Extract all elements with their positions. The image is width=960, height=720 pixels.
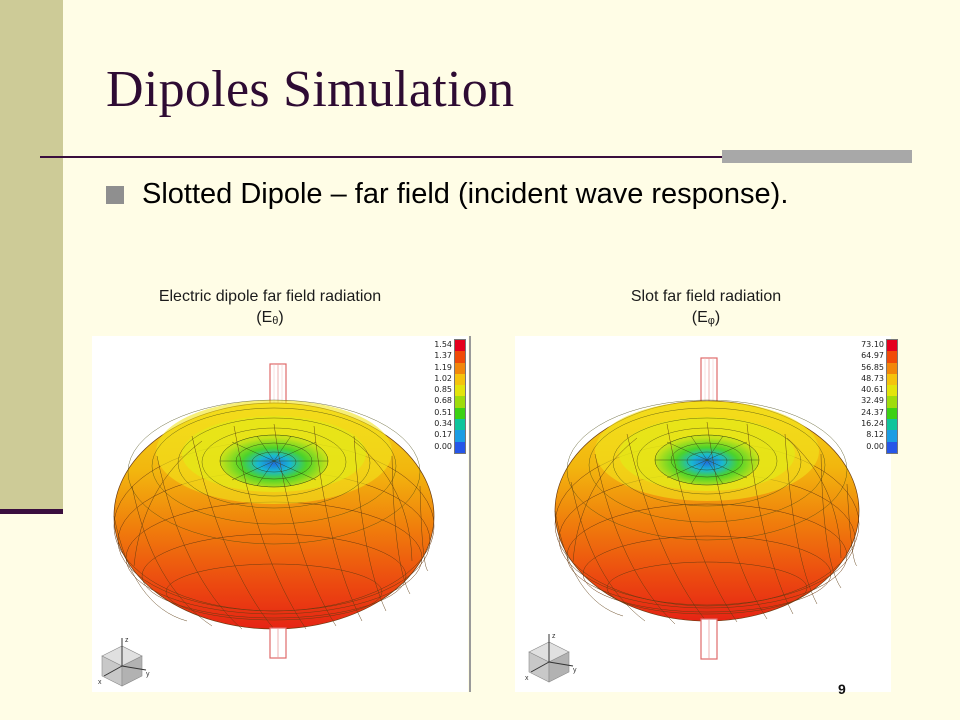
left-caption-title: Electric dipole far field radiation — [158, 288, 382, 305]
title-divider — [40, 156, 912, 158]
slide-title: Dipoles Simulation — [106, 61, 515, 118]
legend-swatch — [455, 351, 465, 363]
legend-value: 0.00 — [434, 441, 452, 451]
bullet-square-icon — [106, 185, 124, 204]
side-accent-bar — [0, 0, 63, 510]
legend-swatch — [887, 407, 897, 420]
legend-value: 64.97 — [861, 351, 884, 361]
legend-value: 1.54 — [434, 340, 452, 349]
legend-value: 0.17 — [434, 430, 452, 440]
right-caption-field: (Eφ) — [536, 307, 876, 332]
legend-value: 0.85 — [434, 385, 452, 395]
legend-swatch — [887, 441, 897, 453]
legend-value: 1.02 — [434, 373, 452, 383]
legend-swatch — [455, 385, 465, 397]
legend-swatch — [455, 396, 465, 408]
left-axis-y: y — [146, 671, 150, 678]
left-caption-field: (Eθ) — [100, 307, 440, 332]
bullet-item: Slotted Dipole – far field (incident wav… — [106, 178, 788, 211]
right-legend-swatches — [886, 339, 898, 454]
left-legend-swatches — [454, 339, 466, 454]
right-color-legend: 73.10 64.97 56.85 48.73 40.61 32.49 24.3… — [858, 339, 898, 454]
right-axis-cube: z y x — [525, 633, 577, 683]
left-caption: Electric dipole far field radiation (Eθ) — [100, 286, 440, 332]
left-simulation-panel: z y x — [92, 336, 468, 692]
left-axis-z: z — [125, 637, 129, 644]
legend-swatch — [455, 441, 465, 453]
legend-value: 0.51 — [434, 407, 452, 417]
legend-swatch — [455, 362, 465, 374]
right-caption-close: ) — [714, 309, 721, 326]
title-accent-bar — [722, 150, 912, 163]
legend-value: 1.37 — [434, 351, 452, 361]
left-caption-symbol: (E — [256, 309, 273, 326]
legend-swatch — [887, 340, 897, 352]
side-accent-line — [0, 509, 63, 514]
left-axis-x: x — [98, 679, 102, 686]
legend-swatch — [455, 419, 465, 431]
legend-swatch — [887, 385, 897, 397]
legend-swatch — [887, 351, 897, 363]
legend-value: 16.24 — [861, 419, 884, 429]
right-caption-subscript: φ — [707, 315, 715, 327]
legend-value: 8.12 — [866, 430, 884, 440]
right-axis-x: x — [525, 675, 529, 682]
legend-value: 0.68 — [434, 396, 452, 406]
legend-value: 0.34 — [434, 419, 452, 429]
right-simulation-panel: z y x — [515, 336, 891, 692]
right-legend-labels: 73.10 64.97 56.85 48.73 40.61 32.49 24.3… — [858, 339, 884, 454]
panel-divider — [469, 336, 471, 692]
legend-value: 32.49 — [861, 396, 884, 406]
legend-swatch — [455, 340, 465, 352]
left-torus — [113, 399, 435, 630]
left-axis-cube: z y x — [98, 637, 150, 687]
right-axis-y: y — [573, 667, 577, 674]
legend-swatch — [455, 407, 465, 420]
right-radiation-pattern: z y x — [525, 357, 860, 683]
legend-swatch — [887, 430, 897, 442]
legend-value: 73.10 — [861, 340, 884, 349]
right-caption-symbol: (E — [691, 309, 708, 326]
legend-value: 24.37 — [861, 407, 884, 417]
legend-swatch — [887, 373, 897, 386]
page-number: 9 — [838, 681, 846, 697]
left-legend-labels: 1.54 1.37 1.19 1.02 0.85 0.68 0.51 0.34 … — [426, 339, 452, 454]
left-radiation-pattern: z y x — [98, 363, 435, 687]
legend-swatch — [887, 419, 897, 431]
legend-value: 48.73 — [861, 373, 884, 383]
left-color-legend: 1.54 1.37 1.19 1.02 0.85 0.68 0.51 0.34 … — [426, 339, 466, 454]
right-dipole-rod-bottom — [700, 618, 718, 660]
bullet-text: Slotted Dipole – far field (incident wav… — [142, 178, 789, 210]
left-caption-close: ) — [278, 309, 284, 326]
legend-value: 56.85 — [861, 362, 884, 372]
right-caption-title: Slot far field radiation — [630, 288, 782, 305]
legend-value: 40.61 — [861, 385, 884, 395]
legend-value: 0.00 — [866, 441, 884, 451]
right-caption: Slot far field radiation (Eφ) — [536, 286, 876, 332]
legend-swatch — [455, 373, 465, 386]
legend-swatch — [887, 362, 897, 374]
legend-swatch — [455, 430, 465, 442]
right-torus — [554, 399, 860, 625]
left-caption-subscript: θ — [272, 315, 279, 327]
right-axis-z: z — [552, 633, 556, 640]
legend-value: 1.19 — [434, 362, 452, 372]
legend-swatch — [887, 396, 897, 408]
left-dipole-rod-bottom — [269, 627, 287, 659]
